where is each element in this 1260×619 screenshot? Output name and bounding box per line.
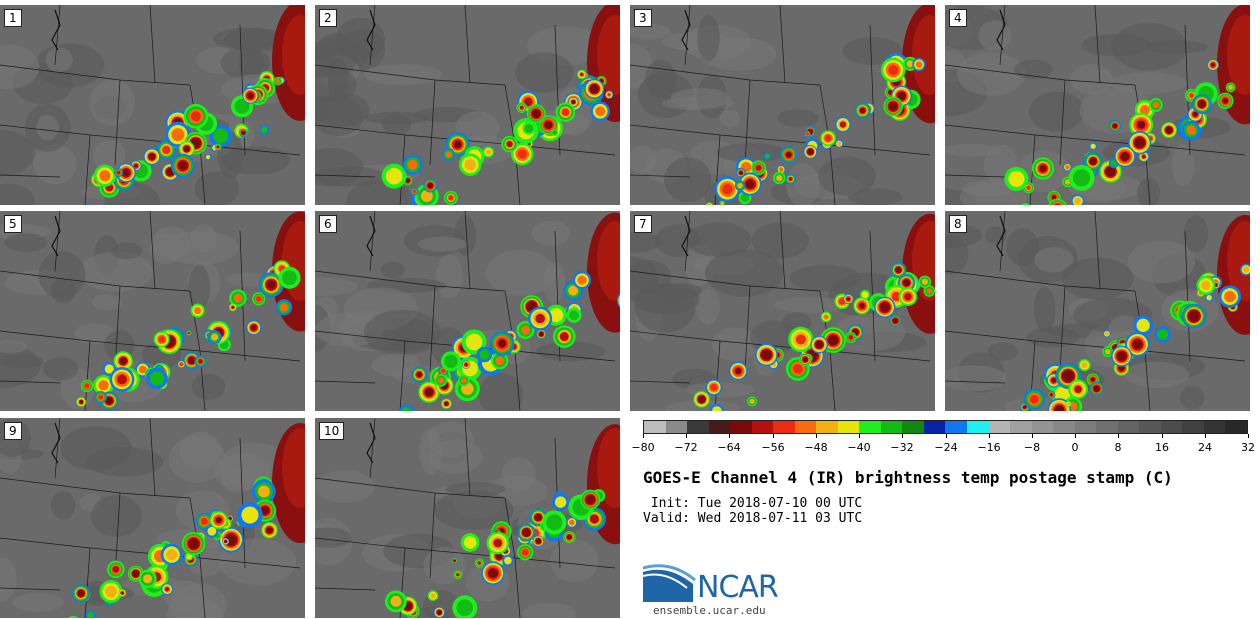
- colorbar-tick: [1075, 434, 1076, 438]
- colorbar-swatch: [837, 421, 860, 433]
- panel-label: 9: [4, 422, 22, 440]
- ir-map-1: [0, 5, 305, 205]
- ncar-logo-icon: [643, 564, 696, 602]
- ir-map-8: [945, 211, 1250, 411]
- colorbar-swatch: [1225, 421, 1247, 433]
- colorbar-swatch: [966, 421, 989, 433]
- ncar-logo-text: NCAR: [697, 570, 779, 605]
- colorbar-swatch: [945, 421, 967, 433]
- colorbar-tick-label: −24: [934, 441, 958, 454]
- colorbar-tick: [902, 434, 903, 438]
- colorbar-swatch: [1010, 421, 1032, 433]
- colorbar-tick-label: −8: [1023, 441, 1041, 454]
- colorbar-tick-label: 8: [1114, 441, 1122, 454]
- panel-label: 7: [634, 215, 652, 233]
- colorbar-tick: [729, 434, 730, 438]
- valid-time: Valid: Wed 2018-07-11 03 UTC: [643, 511, 863, 526]
- stamp-panel-7: 7: [630, 211, 935, 411]
- colorbar-tick-label: −16: [977, 441, 1001, 454]
- colorbar-swatch: [816, 421, 838, 433]
- colorbar-swatch: [1117, 421, 1140, 433]
- site-url: ensemble.ucar.edu: [653, 604, 766, 617]
- colorbar-tick-label: −32: [890, 441, 914, 454]
- colorbar-tick-label: −48: [804, 441, 828, 454]
- stamp-panel-3: 3: [630, 5, 935, 205]
- stamp-panel-2: 2: [315, 5, 620, 205]
- colorbar-swatch: [730, 421, 752, 433]
- colorbar-swatch: [988, 421, 1011, 433]
- colorbar-swatch: [1203, 421, 1226, 433]
- colorbar-swatch: [1096, 421, 1118, 433]
- colorbar-swatch: [1182, 421, 1204, 433]
- colorbar-tick: [686, 434, 687, 438]
- colorbar-swatch: [751, 421, 774, 433]
- colorbar-swatch: [1139, 421, 1161, 433]
- stamp-panel-4: 4: [945, 5, 1250, 205]
- colorbar-swatch: [644, 421, 666, 433]
- panel-label: 2: [319, 9, 337, 27]
- temperature-colorbar: [643, 420, 1248, 434]
- colorbar-tick: [1162, 434, 1163, 438]
- colorbar-swatch: [687, 421, 709, 433]
- ir-map-10: [315, 418, 620, 618]
- colorbar-tick-label: 24: [1198, 441, 1212, 454]
- colorbar-swatch: [1031, 421, 1054, 433]
- colorbar-swatch: [1074, 421, 1097, 433]
- ir-map-3: [630, 5, 935, 205]
- colorbar-swatch: [665, 421, 688, 433]
- stamp-panel-6: 6: [315, 211, 620, 411]
- colorbar-tick-label: 0: [1071, 441, 1079, 454]
- colorbar-tick: [946, 434, 947, 438]
- panel-label: 6: [319, 215, 337, 233]
- panel-label: 10: [319, 422, 345, 440]
- stamp-panel-8: 8: [945, 211, 1250, 411]
- panel-label: 3: [634, 9, 652, 27]
- colorbar-swatch: [923, 421, 946, 433]
- colorbar-tick: [1118, 434, 1119, 438]
- colorbar-swatch: [1053, 421, 1075, 433]
- colorbar-ticks: −80 −72 −64 −56 −48 −40 −32 −24 −16 −8 0 8 16 24 32: [631, 434, 1255, 456]
- colorbar-tick: [1248, 434, 1249, 438]
- colorbar-tick: [859, 434, 860, 438]
- colorbar-swatch: [1160, 421, 1183, 433]
- colorbar-swatch: [859, 421, 881, 433]
- colorbar-tick: [1205, 434, 1206, 438]
- colorbar-tick: [989, 434, 990, 438]
- panel-label: 1: [4, 9, 22, 27]
- colorbar-tick-label: −40: [847, 441, 871, 454]
- ir-map-7: [630, 211, 935, 411]
- stamp-panel-5: 5: [0, 211, 305, 411]
- colorbar-tick-label: 32: [1241, 441, 1255, 454]
- colorbar-tick-label: −56: [761, 441, 785, 454]
- stamp-panel-9: 9: [0, 418, 305, 618]
- ir-map-6: [315, 211, 620, 411]
- ir-map-9: [0, 418, 305, 618]
- colorbar-swatch: [773, 421, 795, 433]
- colorbar-swatch: [708, 421, 731, 433]
- stamp-panel-10: 10: [315, 418, 620, 618]
- colorbar-tick: [643, 434, 644, 438]
- colorbar-tick: [816, 434, 817, 438]
- stamp-panel-1: 1: [0, 5, 305, 205]
- colorbar-swatch: [902, 421, 924, 433]
- figure-title: GOES-E Channel 4 (IR) brightness temp po…: [643, 468, 1173, 487]
- panel-label: 5: [4, 215, 22, 233]
- colorbar-tick: [773, 434, 774, 438]
- colorbar-swatch: [794, 421, 817, 433]
- panel-label: 4: [949, 9, 967, 27]
- ir-map-2: [315, 5, 620, 205]
- colorbar-tick-label: −72: [674, 441, 698, 454]
- ir-map-4: [945, 5, 1250, 205]
- ir-map-5: [0, 211, 305, 411]
- colorbar-tick-label: −64: [717, 441, 741, 454]
- init-time: Init: Tue 2018-07-10 00 UTC: [643, 496, 863, 511]
- colorbar-tick-label: 16: [1155, 441, 1169, 454]
- colorbar-swatch: [880, 421, 903, 433]
- colorbar-tick: [1032, 434, 1033, 438]
- panel-label: 8: [949, 215, 967, 233]
- colorbar-tick-label: −80: [631, 441, 655, 454]
